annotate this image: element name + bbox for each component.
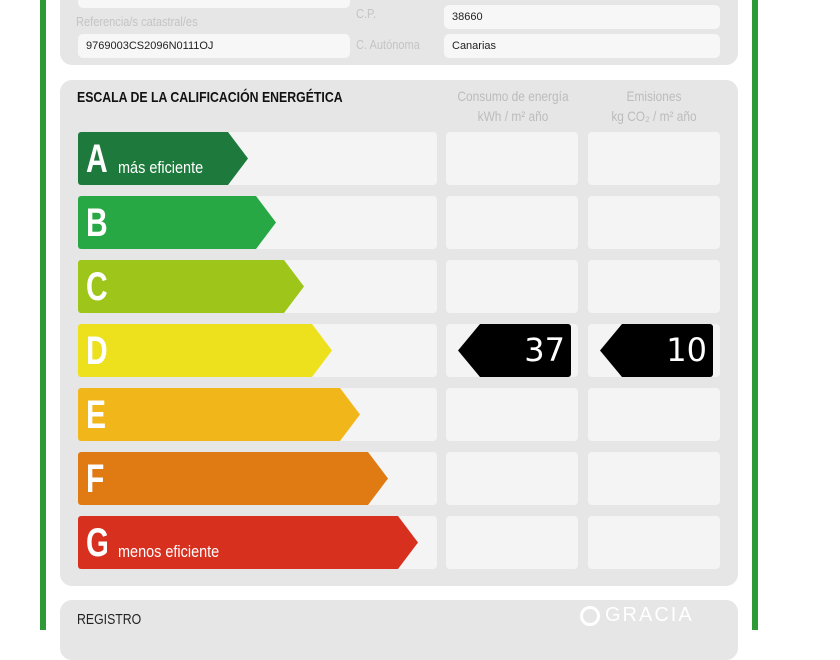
- energy-cell-g: [446, 516, 578, 569]
- rating-bar-b: B: [78, 196, 276, 249]
- rating-bar-c: C: [78, 260, 304, 313]
- energy-cell-b: [446, 196, 578, 249]
- rating-letter: F: [86, 457, 105, 501]
- emissions-cell-b: [588, 196, 720, 249]
- rating-bar-d: D: [78, 324, 332, 377]
- watermark-logo: GRACIA: [580, 603, 694, 627]
- rating-bar-a: A más eficiente: [78, 132, 248, 185]
- rating-bar-e: E: [78, 388, 360, 441]
- rating-letter: D: [86, 329, 107, 373]
- emissions-cell-c: [588, 260, 720, 313]
- rating-letter: A: [86, 137, 107, 181]
- rating-letter: B: [86, 201, 107, 245]
- emissions-header: Emisiones kg CO₂ / m² año: [611, 88, 697, 124]
- energy-cell-c: [446, 260, 578, 313]
- ref-label: Referencia/s catastral/es: [76, 14, 198, 29]
- emissions-indicator: 10: [600, 324, 713, 377]
- emissions-cell-e: [588, 388, 720, 441]
- registro-panel: REGISTRO GRACIA: [60, 600, 738, 660]
- energy-cell-e: [446, 388, 578, 441]
- rating-letter: C: [86, 265, 107, 309]
- ca-label: C. Autónoma: [356, 37, 420, 52]
- property-panel: Referencia/s catastral/es 9769003CS2096N…: [60, 0, 738, 65]
- emissions-cell-a: [588, 132, 720, 185]
- rating-bar-g: G menos eficiente: [78, 516, 418, 569]
- rating-bar-f: F: [78, 452, 388, 505]
- energy-cell-f: [446, 452, 578, 505]
- emissions-cell-f: [588, 452, 720, 505]
- registro-title: REGISTRO: [77, 611, 142, 628]
- cp-field: 38660: [444, 5, 720, 29]
- scale-title: ESCALA DE LA CALIFICACIÓN ENERGÉTICA: [77, 89, 343, 106]
- top-field: [78, 0, 350, 8]
- ca-field: Canarias: [444, 34, 720, 58]
- right-border: [752, 0, 758, 630]
- ref-field: 9769003CS2096N0111OJ: [78, 34, 350, 58]
- energy-cell-a: [446, 132, 578, 185]
- energy-header: Consumo de energía kWh / m² año: [457, 88, 569, 124]
- rating-letter: E: [86, 393, 107, 437]
- emissions-cell-g: [588, 516, 720, 569]
- cp-label: C.P.: [356, 6, 377, 21]
- energy-indicator: 37: [458, 324, 571, 377]
- rating-sub: menos eficiente: [118, 542, 220, 561]
- rating-sub: más eficiente: [118, 158, 204, 177]
- left-border: [40, 0, 46, 630]
- rating-letter: G: [86, 520, 107, 566]
